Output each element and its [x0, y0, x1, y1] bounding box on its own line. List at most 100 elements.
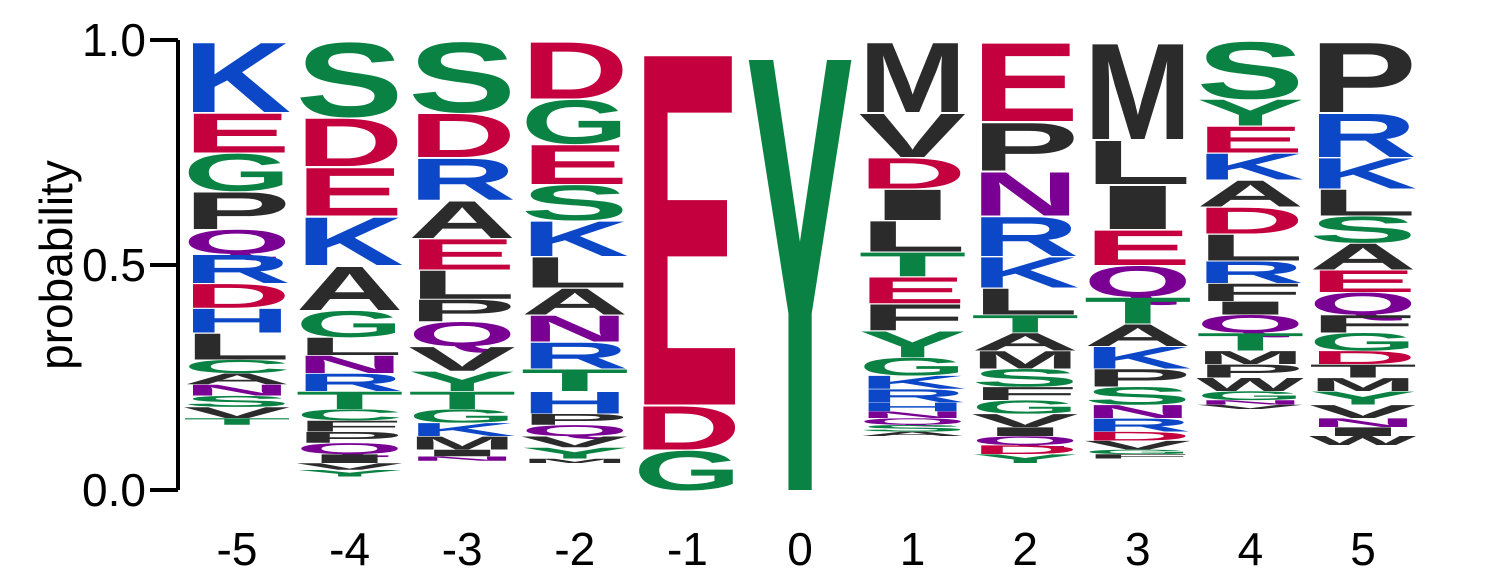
logo-letter: Q [1309, 287, 1417, 322]
logo-letter: I [1196, 298, 1304, 319]
logo-letter: A [859, 430, 967, 437]
logo-letter: F [971, 383, 1079, 404]
logo-letter: A [1309, 236, 1417, 278]
logo-letter: P [971, 109, 1079, 186]
logo-letter: K [408, 419, 516, 440]
logo-letter: V [971, 410, 1079, 431]
logo-letter: E [296, 154, 404, 231]
y-tick-label: 1.0 [82, 14, 146, 66]
logo-letter: V [296, 461, 404, 471]
logo-letter: Q [1084, 257, 1192, 306]
logo-letter: A [971, 328, 1079, 356]
logo-letter: E [183, 101, 291, 164]
logo-letter: R [521, 335, 629, 377]
logo-letter: P [521, 411, 629, 428]
logo-letter: L [1309, 182, 1417, 224]
x-tick-label: 2 [1012, 523, 1038, 575]
logo-letter: E [633, 0, 741, 512]
logo-letter: M [971, 346, 1079, 374]
logo-letter: I [1084, 172, 1192, 242]
logo-letter: P [1196, 361, 1304, 382]
logo-letter: S [859, 423, 967, 433]
logo-letter: K [1084, 340, 1192, 375]
logo-letter: S [521, 175, 629, 230]
logo-letter: N [971, 159, 1079, 229]
logo-column: Y [746, 0, 854, 583]
logo-letter: Q [521, 422, 629, 439]
logo-letter: C [296, 406, 404, 423]
logo-letter: G [633, 440, 741, 503]
logo-letter: G [1084, 448, 1192, 455]
x-tick-label: -2 [554, 523, 595, 575]
y-axis-ticks: 0.0 0.5 1.0 [82, 14, 178, 516]
logo-letter: C [183, 356, 291, 377]
logo-letter: D [521, 25, 629, 116]
logo-letter: E [521, 133, 629, 196]
logo-letter: S [971, 364, 1079, 392]
x-tick-label: 4 [1238, 523, 1264, 575]
logo-column: EDG [633, 0, 741, 512]
logo-letter: K [521, 211, 629, 267]
logo-letter: K [1196, 146, 1304, 188]
logo-letter: V [1309, 401, 1417, 422]
logo-letter: R [408, 147, 516, 213]
logo-letter: A [521, 281, 629, 323]
x-tick-label: -1 [667, 523, 708, 575]
logo-letter: D [633, 393, 741, 463]
x-tick-label: -4 [329, 523, 370, 575]
logo-letter: S [1084, 382, 1192, 410]
logo-letter: P [296, 429, 404, 446]
logo-letter: L [1084, 128, 1192, 198]
logo-letter: L [859, 212, 967, 261]
logo-letter: Q [859, 416, 967, 426]
logo-columns: KEGPQRDHLCANSVTSDEKAGLNRTCFPQIVYSDRAELPQ… [183, 0, 1417, 583]
logo-letter: L [1196, 227, 1304, 269]
logo-letter: T [859, 245, 967, 283]
logo-letter: G [1196, 389, 1304, 403]
logo-letter: R [1309, 101, 1417, 171]
logo-letter: A [408, 190, 516, 250]
logo-letter: E [408, 230, 516, 279]
y-tick-label: 0.5 [82, 239, 146, 291]
logo-letter: E [1084, 220, 1192, 275]
logo-letter: S [408, 21, 516, 133]
logo-letter: T [408, 386, 516, 414]
x-tick-label: -3 [442, 523, 483, 575]
logo-letter: D [408, 101, 516, 171]
logo-letter: D [1084, 429, 1192, 443]
x-axis-tick-labels: -5 -4 -3 -2 -1 0 1 2 3 4 5 [217, 523, 1376, 575]
logo-letter: F [1084, 453, 1192, 460]
logo-letter: V [1196, 403, 1304, 410]
logo-letter: Y [971, 452, 1079, 466]
logo-letter: F [296, 417, 404, 435]
logo-letter: W [1196, 374, 1303, 395]
logo-letter: P [183, 181, 291, 241]
x-tick-label: 5 [1350, 523, 1376, 575]
logo-letter: N [859, 410, 967, 420]
x-tick-label: 0 [787, 523, 813, 575]
logo-letter: Q [1196, 310, 1304, 338]
y-axis-label: probability [30, 160, 82, 370]
logo-letter: A [1084, 318, 1192, 353]
logo-letter: D [296, 104, 404, 181]
logo-letter: Y [1309, 388, 1417, 409]
logo-letter: T [971, 310, 1079, 338]
logo-letter: Y [296, 468, 404, 478]
logo-letter: H [859, 400, 967, 414]
logo-letter: A [296, 254, 404, 324]
logo-letter: P [408, 293, 516, 328]
logo-letter: N [183, 381, 291, 398]
logo-letter: T [183, 416, 291, 426]
logo-letter: F [1196, 278, 1304, 306]
logo-letter: M [408, 432, 516, 453]
logo-letter: E [1196, 119, 1304, 161]
logo-letter: G [521, 87, 629, 157]
logo-letter: K [183, 22, 291, 134]
